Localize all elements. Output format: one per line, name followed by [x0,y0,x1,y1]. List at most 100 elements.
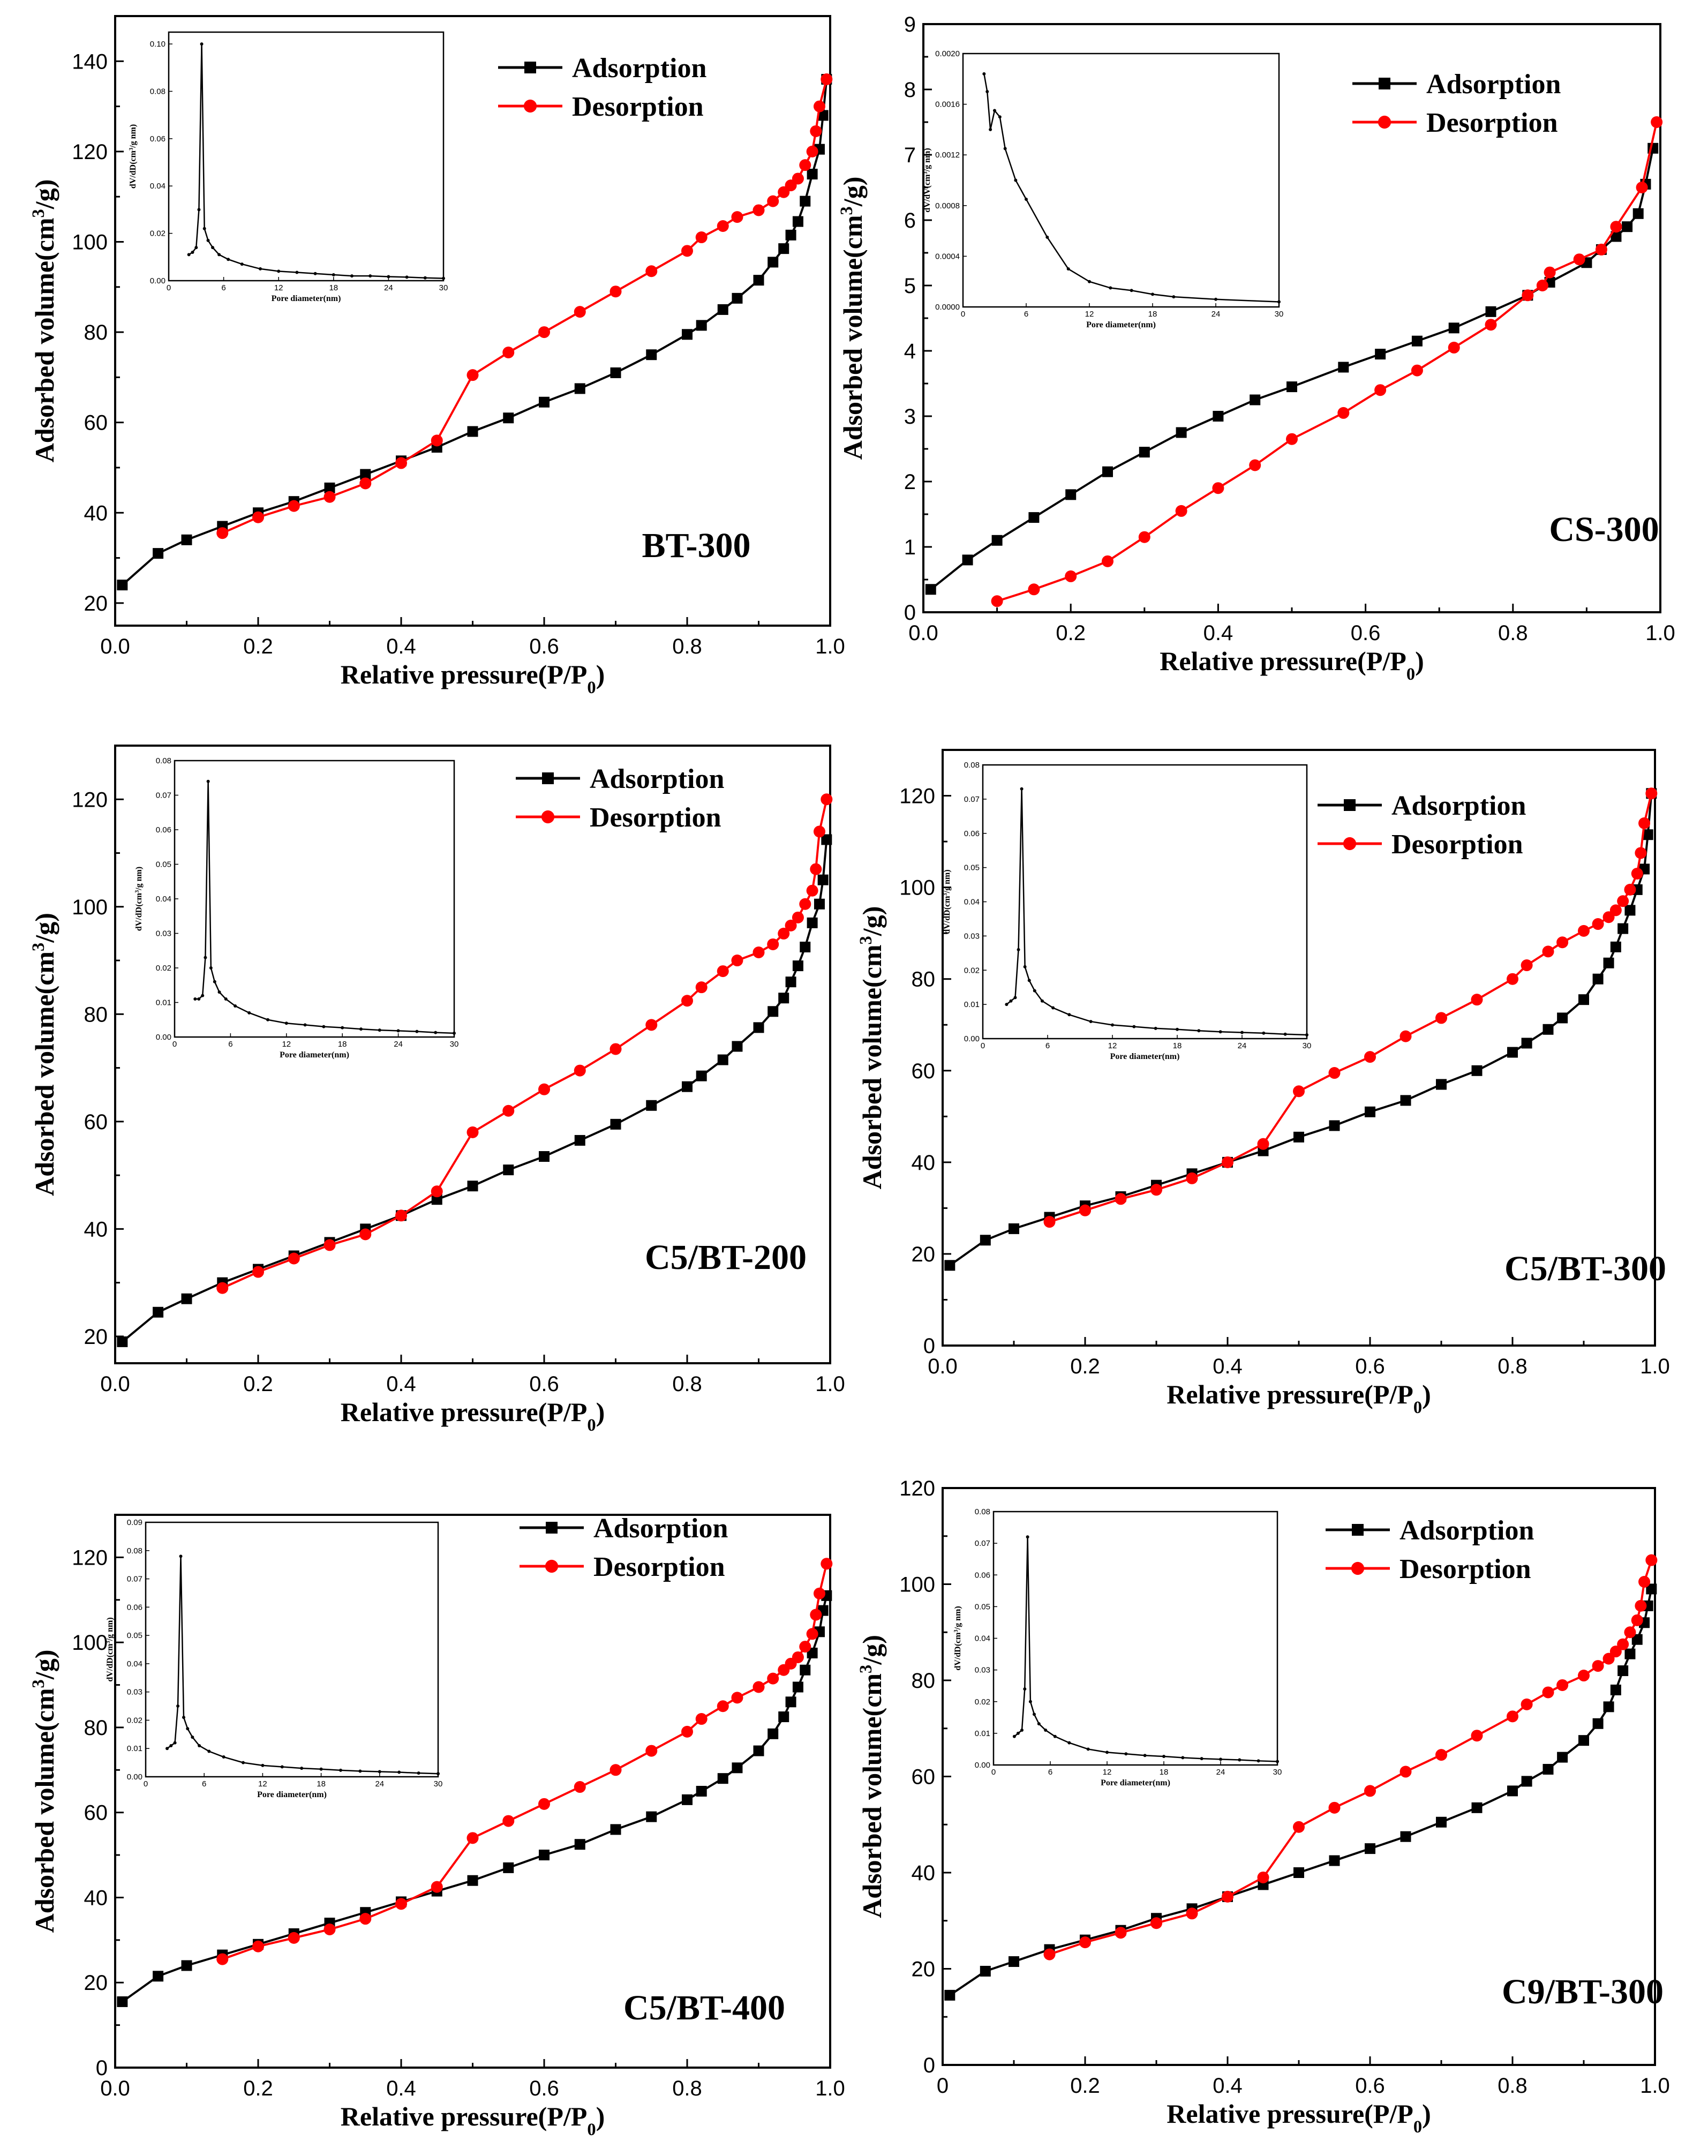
data-point-desorption [1186,1172,1198,1184]
data-point-adsorption [962,554,973,566]
inset-data-point [339,1768,342,1772]
inset-data-point [1005,1003,1009,1006]
inset-data-point [341,1026,344,1030]
data-point-adsorption [821,834,832,845]
inset-data-point [240,262,244,266]
data-point-desorption [1544,266,1556,279]
x-tick-label: 0.2 [243,635,273,658]
y-tick-label: 0 [96,2056,108,2080]
inset-data-point [1218,1030,1222,1034]
inset-y-tick-label: 0.01 [975,1729,990,1738]
x-tick-label: 0.4 [1213,1355,1243,1378]
data-point-desorption [1631,867,1643,880]
data-point-adsorption [1578,994,1589,1005]
data-point-desorption [574,1064,586,1077]
inset-y-tick-label: 0.01 [156,998,171,1008]
inset-data-point [415,1030,419,1033]
data-point-desorption [1556,936,1569,949]
inset-x-tick-label: 30 [1273,1768,1282,1777]
data-point-adsorption [792,216,803,227]
x-tick-label: 0.0 [928,1355,958,1378]
data-point-adsorption [814,898,825,910]
inset-data-point [1016,1731,1020,1735]
data-point-adsorption [792,960,803,972]
data-point-adsorption [181,1293,192,1304]
data-point-adsorption [1009,1956,1019,1967]
data-point-desorption [1636,182,1648,193]
data-point-adsorption [717,304,728,315]
x-axis-label: Relative pressure(P/P0) [1167,1379,1431,1417]
inset-x-tick-label: 24 [375,1779,384,1789]
data-point-adsorption [117,580,128,591]
inset-x-tick-label: 30 [1303,1041,1312,1050]
data-point-desorption [395,1898,407,1910]
inset-y-tick-label: 0.08 [975,1507,990,1516]
data-point-desorption [753,946,765,959]
y-tick-label: 100 [72,896,108,919]
data-point-adsorption [574,383,585,394]
y-tick-label: 140 [72,50,108,73]
inset-data-point [989,127,992,131]
y-tick-label: 20 [84,1971,108,1995]
data-point-desorption [1645,787,1658,800]
data-point-desorption [1293,1085,1305,1098]
inset-x-tick-label: 12 [282,1040,291,1049]
inset-y-tick-label: 0.02 [975,1697,990,1707]
y-tick-label: 100 [899,1573,935,1597]
data-point-adsorption [1028,512,1040,523]
inset-y-tick-label: 0.04 [150,182,165,191]
inset-x-axis-label: Pore diameter(nm) [1110,1052,1180,1061]
inset-data-point [1023,965,1027,968]
data-point-adsorption [1250,394,1261,405]
inset-y-tick-label: 0.10 [150,40,165,49]
inset-data-point [1219,1757,1222,1761]
y-tick-label: 120 [72,1546,108,1569]
inset-data-point [1162,1755,1165,1759]
inset-data-point [266,1018,269,1021]
inset-data-point [1111,1023,1114,1027]
inset-data-point [247,1011,251,1015]
legend-marker [523,99,537,113]
data-point-adsorption [610,367,621,378]
data-point-adsorption [1365,1843,1375,1854]
data-point-adsorption [778,243,789,254]
data-point-desorption [1079,1204,1091,1216]
inset-data-point [200,42,204,46]
inset-data-point [1109,286,1112,290]
data-point-desorption [216,1282,229,1294]
x-tick-label: 1.0 [1640,2074,1670,2098]
data-point-desorption [1602,1652,1615,1665]
data-point-desorption [1651,116,1663,128]
data-point-adsorption [768,257,779,268]
inset-y-axis-label: dV/dD(cm3/g nm) [943,869,952,934]
x-tick-label: 0.8 [1498,1355,1528,1378]
data-point-adsorption [1521,1776,1532,1787]
y-axis-label: Adsorbed volume(cm3/g) [29,179,59,463]
data-point-desorption [1043,1216,1056,1228]
inset-data-point [417,1771,420,1775]
y-tick-label: 100 [72,1631,108,1655]
inset-x-tick-label: 6 [1048,1768,1052,1777]
data-point-adsorption [817,874,829,885]
inset-data-point [194,246,198,250]
inset-x-tick-label: 0 [144,1779,148,1789]
data-point-adsorption [696,320,707,331]
data-point-adsorption [1543,1024,1554,1035]
data-point-desorption [717,965,729,978]
data-point-desorption [466,1126,479,1138]
inset-y-tick-label: 0.0016 [935,100,960,109]
inset-data-point [358,1769,362,1773]
legend-label-adsorption: Adsorption [1426,69,1561,100]
data-point-desorption [1028,583,1040,596]
data-point-desorption [1364,1051,1376,1063]
data-point-desorption [1536,280,1548,291]
inset-data-point [217,990,221,994]
inset-data-point [201,994,205,997]
data-point-adsorption [1471,1802,1483,1813]
data-point-adsorption [1624,1648,1636,1659]
panel-3: 0.0 0.2 0.4 0.6 0.8 1.020406080100120Relative… [29,745,845,1435]
data-point-adsorption [360,469,371,480]
data-point-adsorption [1603,957,1614,968]
data-point-desorption [1399,1766,1412,1778]
